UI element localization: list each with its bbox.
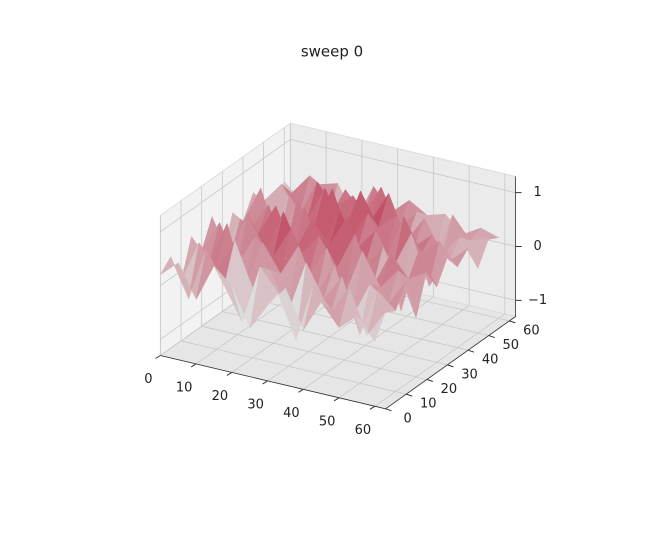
z-tick-label: 1 [533, 185, 541, 200]
y-tick-label: 50 [502, 338, 519, 353]
y-tick [467, 349, 475, 353]
grid-line [160, 139, 291, 232]
chart-title: sweep 0 [301, 43, 363, 61]
y-tick [488, 335, 495, 339]
x-tick [226, 371, 233, 376]
x-tick-label: 20 [212, 389, 229, 404]
x-tick-label: 0 [144, 372, 152, 387]
x-tick-label: 10 [176, 380, 193, 395]
y-tick-label: 0 [403, 411, 411, 426]
z-tick-label: −1 [528, 293, 547, 308]
x-tick [155, 355, 161, 359]
y-tick [385, 408, 392, 412]
x-tick-label: 50 [319, 414, 336, 429]
grid-line [338, 305, 470, 399]
grid-line [290, 138, 516, 194]
grid-line [303, 296, 434, 390]
y-tick [447, 364, 454, 368]
x-tick [369, 405, 376, 410]
y-tick-label: 20 [441, 382, 458, 397]
z-tick-label: 0 [533, 239, 541, 254]
axis-line [385, 316, 516, 410]
x-tick [190, 363, 197, 368]
grid-line [222, 311, 448, 366]
grid-line [180, 340, 407, 395]
x-tick [333, 397, 340, 402]
y-tick [406, 393, 413, 397]
x-tick-label: 60 [355, 423, 372, 438]
x-tick [262, 380, 268, 385]
grid-line [242, 296, 469, 351]
y-tick-label: 30 [461, 367, 478, 382]
grid-line [374, 313, 506, 407]
y-tick-label: 60 [523, 323, 540, 338]
x-tick [298, 388, 304, 393]
x-tick-label: 40 [283, 406, 300, 421]
y-tick [426, 379, 434, 382]
y-tick [509, 320, 516, 324]
axis-line [160, 355, 386, 410]
y-tick-label: 10 [420, 397, 437, 412]
y-tick-label: 40 [482, 353, 499, 368]
x-tick-label: 30 [247, 397, 264, 412]
surface-patch [356, 312, 386, 343]
grid-line [201, 325, 427, 380]
